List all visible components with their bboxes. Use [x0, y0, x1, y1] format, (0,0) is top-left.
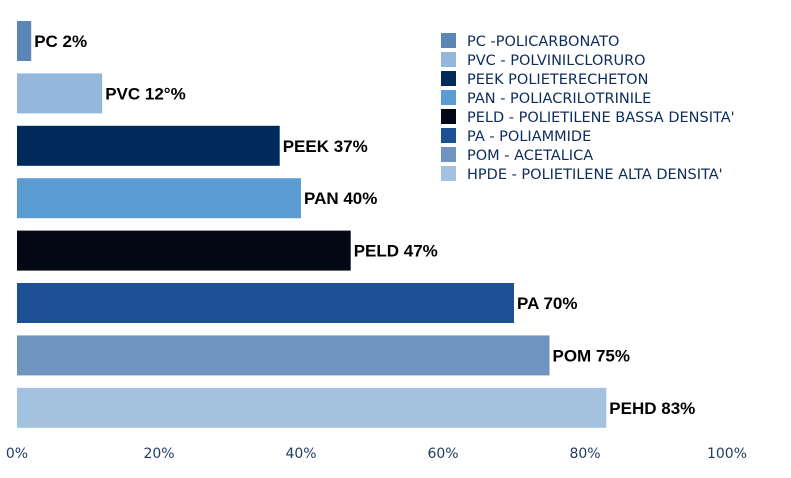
legend-item-label: HPDE - POLIETILENE ALTA DENSITA' [467, 167, 723, 183]
legend-item-label: PC -POLICARBONATO [467, 34, 619, 50]
bar-data-label: PVC 12°% [105, 84, 186, 103]
legend: PC -POLICARBONATO PVC - POLVINILCLORURO PE… [441, 33, 735, 183]
bar-data-label: PELD 47% [354, 242, 438, 261]
bar-data-label: PC 2% [34, 32, 87, 51]
bar [17, 21, 32, 61]
x-tick-label: 100% [707, 446, 747, 462]
x-tick-label: 40% [285, 446, 316, 462]
bar [17, 178, 301, 219]
bar-data-label: PAN 40% [304, 189, 377, 208]
bar-labels-group: PC 2% PVC 12°% PEEK 37% PAN 40% PELD 47% PA 7… [34, 32, 695, 418]
bar [17, 387, 607, 428]
legend-item-label: POM - ACETALICA [467, 148, 593, 164]
legend-swatch [441, 109, 456, 124]
bar [17, 73, 103, 114]
legend-swatch [441, 90, 456, 105]
bar [17, 230, 351, 271]
bar-data-label: PA 70% [517, 294, 577, 313]
legend-swatch [441, 52, 456, 67]
x-tick-label: 80% [569, 446, 600, 462]
bar-data-label: PEEK 37% [283, 137, 368, 156]
legend-swatch [441, 147, 456, 162]
legend-item-label: PVC - POLVINILCLORURO [467, 53, 646, 69]
legend-swatch [441, 71, 456, 86]
bars-group [17, 21, 607, 428]
legend-swatch [441, 166, 456, 181]
bar [17, 335, 550, 376]
x-tick-label: 60% [427, 446, 458, 462]
legend-item-label: PA - POLIAMMIDE [467, 129, 591, 145]
bar-data-label: POM 75% [553, 346, 630, 365]
legend-item-label: PEEK POLIETERECHETON [467, 72, 648, 88]
legend-swatch [441, 33, 456, 48]
legend-item-label: PELD - POLIETILENE BASSA DENSITA' [467, 110, 735, 126]
x-axis-ticks: 0% 20% 40% 60% 80% 100% [6, 446, 747, 462]
x-tick-label: 0% [6, 446, 28, 462]
bar [17, 283, 514, 323]
bar [17, 125, 280, 166]
bar-data-label: PEHD 83% [609, 399, 695, 418]
legend-swatch [441, 128, 456, 143]
x-tick-label: 20% [143, 446, 174, 462]
legend-item-label: PAN - POLIACRILOTRINILE [467, 91, 651, 107]
